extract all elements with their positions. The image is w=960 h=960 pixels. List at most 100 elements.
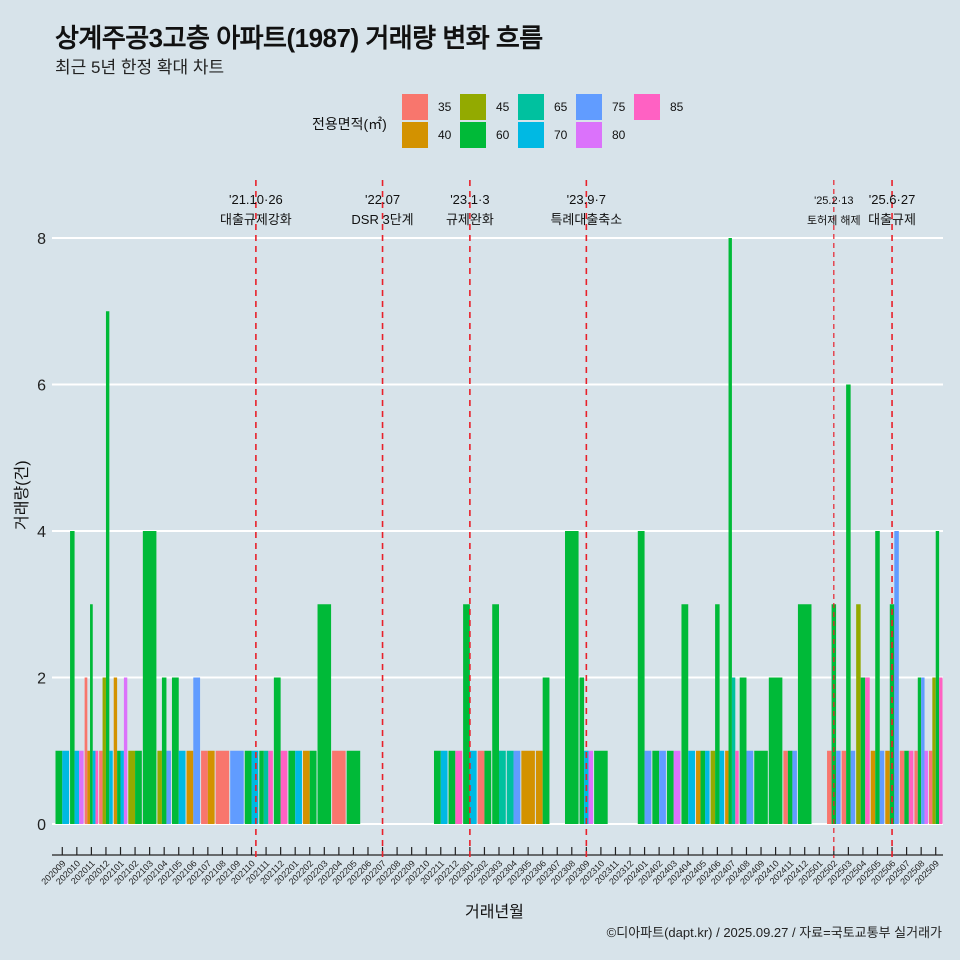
event-label: 대출규제강화 bbox=[220, 212, 292, 227]
bar bbox=[768, 677, 783, 824]
bar bbox=[827, 750, 832, 824]
bar bbox=[792, 750, 797, 824]
bar bbox=[935, 531, 940, 824]
bar bbox=[535, 750, 543, 824]
bar bbox=[492, 604, 499, 824]
legend-swatch bbox=[634, 94, 660, 120]
bar bbox=[783, 750, 788, 824]
y-axis-title: 거래량(건) bbox=[14, 460, 31, 530]
bar bbox=[440, 750, 448, 824]
y-tick-label: 0 bbox=[37, 817, 46, 834]
legend-label: 80 bbox=[612, 128, 626, 142]
legend-item: 75 bbox=[576, 94, 625, 120]
bar bbox=[908, 750, 914, 824]
bar bbox=[317, 604, 332, 824]
bar bbox=[644, 750, 652, 824]
x-axis-title: 거래년월 bbox=[465, 904, 524, 921]
bar bbox=[186, 750, 194, 824]
bar bbox=[469, 750, 477, 824]
legend-swatch bbox=[518, 94, 544, 120]
event-label: 규제완화 bbox=[446, 212, 494, 227]
bar bbox=[846, 384, 851, 824]
bar bbox=[841, 750, 847, 824]
legend-item: 70 bbox=[518, 122, 567, 148]
bar bbox=[302, 750, 310, 824]
bar bbox=[659, 750, 666, 824]
bar bbox=[171, 677, 179, 824]
bar bbox=[652, 750, 660, 824]
legend-swatch bbox=[460, 94, 486, 120]
bar bbox=[932, 677, 936, 824]
bar bbox=[506, 750, 514, 824]
bar bbox=[62, 750, 70, 824]
bar bbox=[92, 750, 96, 824]
legend-item: 60 bbox=[460, 122, 509, 148]
bar bbox=[728, 238, 732, 824]
bar bbox=[700, 750, 706, 824]
bar bbox=[705, 750, 710, 824]
bar bbox=[875, 531, 880, 824]
bar bbox=[74, 750, 80, 824]
bar bbox=[928, 750, 933, 824]
bar bbox=[731, 677, 736, 824]
legend-label: 65 bbox=[554, 100, 568, 114]
legend-label: 70 bbox=[554, 128, 568, 142]
event-date: '25.2·13 bbox=[814, 195, 853, 207]
bar bbox=[244, 750, 252, 824]
bar bbox=[521, 750, 535, 824]
bar bbox=[924, 750, 928, 824]
bar bbox=[860, 677, 866, 824]
y-tick-label: 6 bbox=[37, 378, 46, 395]
bar bbox=[565, 531, 579, 824]
bar bbox=[142, 531, 157, 824]
y-tick-label: 8 bbox=[37, 231, 46, 248]
bar bbox=[178, 750, 186, 824]
legend-item: 85 bbox=[634, 94, 683, 120]
bar bbox=[433, 750, 441, 824]
bar bbox=[280, 750, 288, 824]
bar bbox=[463, 604, 470, 824]
bar bbox=[746, 750, 754, 824]
legend-swatch bbox=[402, 94, 428, 120]
bar bbox=[193, 677, 201, 824]
bar bbox=[484, 750, 492, 824]
bar bbox=[681, 604, 689, 824]
bar bbox=[739, 677, 747, 824]
bar bbox=[120, 750, 124, 824]
chart-title: 상계주공3고층 아파트(1987) 거래량 변화 흐름 bbox=[55, 23, 543, 53]
bar bbox=[295, 750, 302, 824]
bar bbox=[939, 677, 943, 824]
event-label: 토허제 해제 bbox=[807, 213, 861, 227]
bar bbox=[332, 750, 346, 824]
legend-swatch bbox=[576, 122, 602, 148]
y-tick-label: 4 bbox=[37, 524, 46, 541]
bar bbox=[725, 750, 729, 824]
bar bbox=[99, 750, 103, 824]
bar bbox=[637, 531, 645, 824]
legend-label: 85 bbox=[670, 100, 684, 114]
legend-item: 80 bbox=[576, 122, 625, 148]
bar bbox=[588, 750, 594, 824]
event-date: '23.9·7 bbox=[567, 192, 606, 207]
event-date: '25.6·27 bbox=[869, 192, 916, 207]
bar bbox=[579, 677, 585, 824]
event-label: 특례대출축소 bbox=[550, 212, 622, 227]
bar bbox=[87, 750, 91, 824]
bar bbox=[917, 677, 922, 824]
bar bbox=[836, 750, 841, 824]
event-date: '23.1·3 bbox=[450, 192, 489, 207]
bar bbox=[914, 750, 918, 824]
legend-title: 전용면적(㎡) bbox=[312, 116, 387, 132]
bar bbox=[797, 604, 812, 824]
event-date: '21.10·26 bbox=[229, 192, 283, 207]
bar bbox=[259, 750, 264, 824]
bar bbox=[856, 604, 861, 824]
bar bbox=[166, 750, 171, 824]
bar bbox=[787, 750, 793, 824]
bar bbox=[904, 750, 909, 824]
bar bbox=[288, 750, 296, 824]
bar bbox=[95, 750, 99, 824]
bar bbox=[55, 750, 63, 824]
bar bbox=[894, 531, 899, 824]
bar bbox=[263, 750, 269, 824]
